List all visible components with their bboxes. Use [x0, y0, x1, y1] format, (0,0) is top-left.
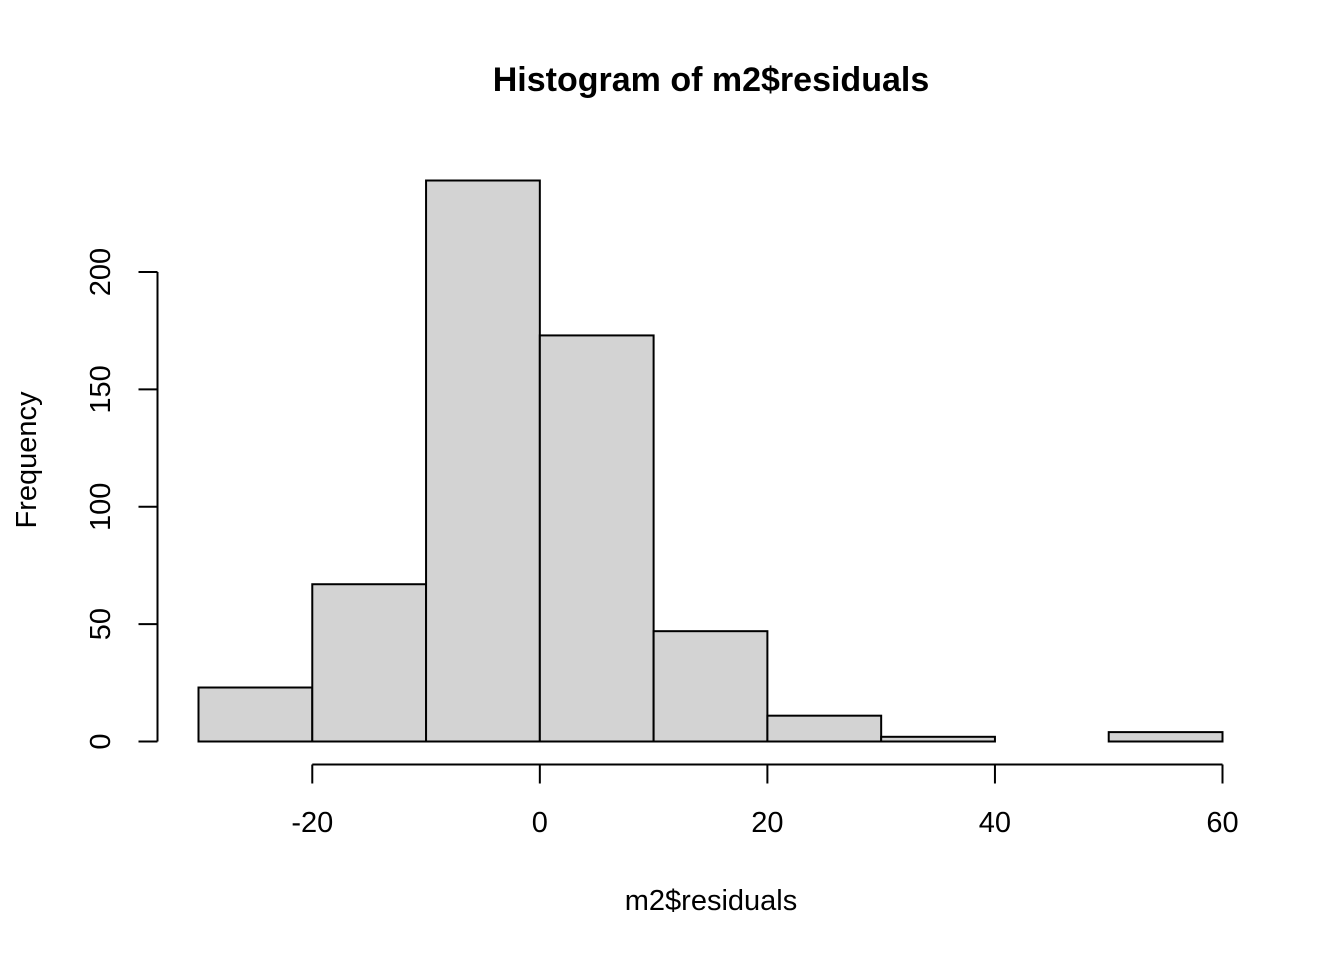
x-tick-label: 20: [751, 807, 783, 839]
x-tick-label: 40: [979, 807, 1011, 839]
histogram-bar-3: [538, 334, 655, 743]
histogram-bar-1: [311, 583, 428, 743]
chart-title: Histogram of m2$residuals: [493, 61, 929, 99]
y-axis-label: Frequency: [11, 391, 43, 529]
x-axis-label: m2$residuals: [625, 885, 797, 917]
x-tick-label: 60: [1206, 807, 1238, 839]
y-axis: 0 50 100 150 200: [85, 248, 159, 750]
histogram-bar-0: [197, 686, 314, 743]
histogram-bar-8: [1107, 731, 1224, 743]
y-tick-label: 100: [85, 483, 117, 531]
histogram-bar-6: [880, 735, 996, 743]
x-tick-label: -20: [291, 807, 333, 839]
x-axis: -20 0 20 40 60: [291, 763, 1239, 839]
histogram-bar-5: [766, 714, 883, 743]
histogram-bar-4: [652, 630, 769, 743]
y-tick-label: 50: [85, 608, 117, 640]
histogram-bar-2: [425, 179, 541, 743]
x-tick-label: 0: [532, 807, 548, 839]
y-tick-label: 0: [85, 733, 117, 749]
y-tick-label: 200: [85, 248, 117, 296]
bars-group: [197, 179, 1224, 743]
y-tick-label: 150: [85, 365, 117, 413]
